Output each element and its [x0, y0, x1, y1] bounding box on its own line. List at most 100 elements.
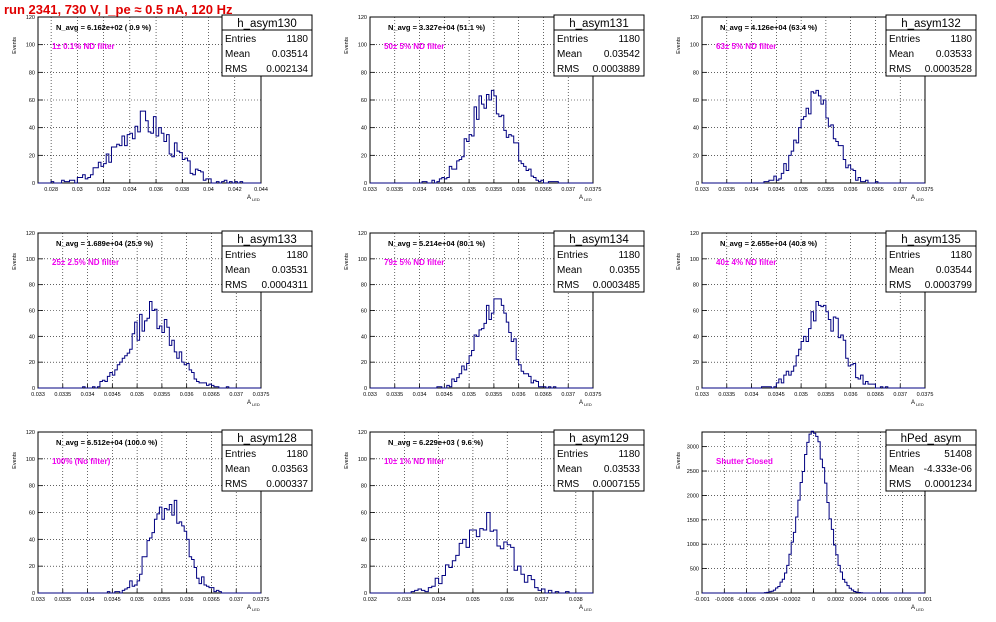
x-tick-label: 0.033 — [31, 392, 45, 398]
navg-label: N_avg = 6.512e+04 (100.0 %) — [56, 438, 158, 447]
x-axis-label-sub: LED — [584, 607, 592, 612]
stats-value: 0.0003485 — [593, 280, 641, 291]
filter-label: Shutter Closed — [716, 457, 773, 466]
x-tick-label: 0.0355 — [485, 392, 502, 398]
x-tick-label: 0.035 — [462, 187, 476, 193]
y-tick-label: 100 — [26, 457, 35, 463]
navg-label: N_avg = 6.162e+02 ( 0.9 %) — [56, 23, 152, 32]
y-axis-label: Events — [676, 37, 682, 54]
stats-label: Entries — [557, 34, 588, 45]
navg-label: N_avg = 3.327e+04 (51.1 %) — [388, 23, 486, 32]
x-tick-label: 0.035 — [130, 392, 144, 398]
stats-box: h_asym130 Entries 1180 Mean 0.03514 RMS 0.0021… — [221, 14, 313, 77]
x-axis-label: A — [247, 195, 251, 201]
x-axis-label-sub: LED — [916, 402, 924, 407]
y-tick-label: 3000 — [687, 445, 699, 451]
y-tick-label: 80 — [361, 283, 367, 289]
x-axis-label-sub: LED — [584, 197, 592, 202]
stats-value: 51408 — [944, 449, 972, 460]
stats-box-frame — [553, 429, 645, 492]
histogram-panel: 0.033 0.0335 0.034 0.0345 0.035 0.0355 0.036 0.… — [12, 429, 313, 612]
stats-label: Mean — [557, 49, 582, 60]
x-axis-label-sub: LED — [916, 607, 924, 612]
x-tick-label: 0.0365 — [867, 392, 884, 398]
stats-box-frame — [553, 230, 645, 293]
x-tick-label: 0.0355 — [485, 187, 502, 193]
stats-label: Mean — [889, 464, 914, 475]
x-tick-label: 0.001 — [918, 597, 932, 603]
x-tick-label: 0.038 — [569, 597, 583, 603]
x-axis-label-sub: LED — [252, 197, 260, 202]
histogram-line — [702, 300, 925, 389]
y-axis-label: Events — [344, 452, 350, 469]
stats-value: 1180 — [618, 250, 640, 261]
stats-title: h_asym131 — [569, 18, 628, 30]
x-tick-label: 0.037 — [893, 392, 907, 398]
x-axis-label: A — [911, 605, 915, 611]
histogram-line — [702, 89, 925, 184]
x-axis-label-sub: LED — [252, 402, 260, 407]
x-tick-label: 0.037 — [561, 187, 575, 193]
stats-title: h_asym133 — [237, 234, 296, 246]
x-tick-label: 0.036 — [149, 187, 163, 193]
histogram-line — [38, 110, 261, 184]
stats-label: Mean — [889, 265, 914, 276]
x-axis-label: A — [579, 605, 583, 611]
stats-box-frame — [221, 14, 313, 77]
histogram-line — [370, 89, 593, 184]
x-tick-label: 0.0335 — [718, 392, 735, 398]
run-title: run 2341, 730 V, I_pe ≈ 0.5 nA, 120 Hz — [4, 2, 233, 17]
stats-title: h_asym132 — [901, 18, 960, 30]
y-tick-label: 20 — [693, 360, 699, 366]
stats-label: RMS — [889, 479, 912, 490]
stats-label: RMS — [557, 479, 580, 490]
y-axis-label: Events — [676, 452, 682, 469]
y-tick-label: 120 — [26, 231, 35, 237]
x-tick-label: -0.0006 — [737, 597, 756, 603]
stats-box: h_asym135 Entries 1180 Mean 0.03544 RMS 0.0003… — [885, 230, 977, 293]
x-tick-label: 0.036 — [180, 392, 194, 398]
y-tick-label: 120 — [26, 15, 35, 21]
y-tick-label: 120 — [358, 15, 367, 21]
stats-title: h_asym129 — [569, 433, 628, 445]
x-tick-label: 0.034 — [745, 187, 759, 193]
x-tick-label: 0.0355 — [817, 187, 834, 193]
x-axis-label: A — [579, 195, 583, 201]
x-tick-label: 0.0375 — [585, 392, 602, 398]
x-tick-label: 0.04 — [203, 187, 214, 193]
x-tick-label: 0.0365 — [203, 392, 220, 398]
histogram-panel: 0.033 0.0335 0.034 0.0345 0.035 0.0355 0.036 0.… — [676, 230, 977, 407]
y-tick-label: 80 — [29, 283, 35, 289]
stats-label: Entries — [889, 250, 920, 261]
y-tick-label: 2500 — [687, 469, 699, 475]
x-tick-label: 0.034 — [81, 392, 95, 398]
x-tick-label: 0.033 — [31, 597, 45, 603]
stats-label: Entries — [225, 34, 256, 45]
y-tick-label: 20 — [361, 360, 367, 366]
y-tick-label: 0 — [696, 591, 699, 597]
stats-label: RMS — [225, 64, 248, 75]
x-tick-label: 0.035 — [794, 187, 808, 193]
histogram-line — [38, 499, 261, 594]
y-axis-label: Events — [12, 253, 18, 270]
y-tick-label: 60 — [29, 511, 35, 517]
y-tick-label: 40 — [29, 537, 35, 543]
histogram-line — [370, 298, 593, 389]
histogram-panel: 0.033 0.0335 0.034 0.0345 0.035 0.0355 0.036 0.… — [12, 230, 313, 407]
stats-value: 0.03514 — [272, 49, 309, 60]
x-tick-label: 0.0375 — [253, 597, 270, 603]
histogram-panel: 0.032 0.033 0.034 0.035 0.036 0.037 0.038 0 20 40… — [344, 429, 645, 612]
stats-box: h_asym132 Entries 1180 Mean 0.03533 RMS 0.0003… — [885, 14, 977, 77]
x-tick-label: 0.0335 — [386, 187, 403, 193]
x-tick-label: 0.0006 — [872, 597, 889, 603]
histogram-panel: 0.033 0.0335 0.034 0.0345 0.035 0.0355 0.036 0.… — [344, 230, 645, 407]
y-axis-label: Events — [344, 253, 350, 270]
y-tick-label: 40 — [361, 334, 367, 340]
stats-value: 1180 — [286, 34, 308, 45]
x-axis-label: A — [247, 400, 251, 406]
x-tick-label: 0.034 — [745, 392, 759, 398]
y-tick-label: 0 — [32, 591, 35, 597]
y-tick-label: 0 — [32, 181, 35, 187]
y-tick-label: 80 — [29, 70, 35, 76]
